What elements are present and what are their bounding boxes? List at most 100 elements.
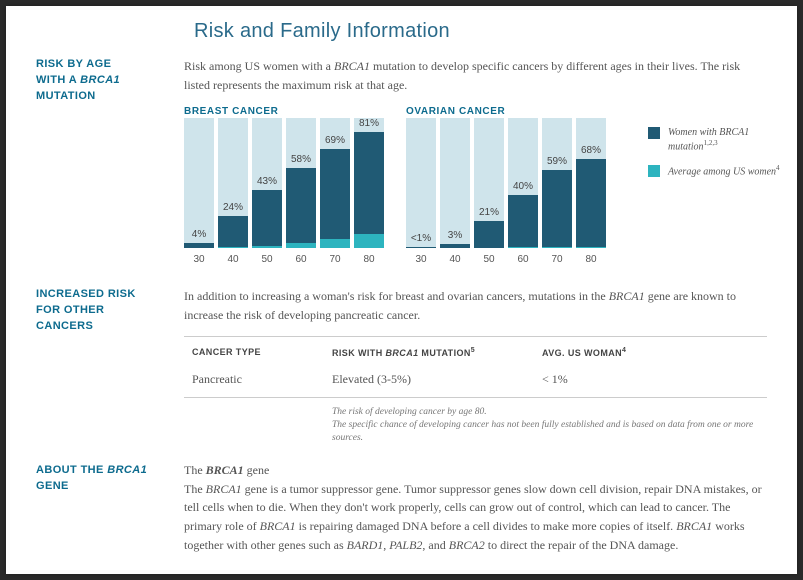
bar-pct-label: 21% (474, 207, 504, 218)
side-label-other: INCREASED RISK FOR OTHER CANCERS (36, 287, 184, 335)
bar-outer: 68% (576, 118, 606, 248)
bar-outer: <1% (406, 118, 436, 248)
bar-outer: 81% (354, 118, 384, 248)
side-label-risk: RISK BY AGE WITH A BRCA1 MUTATION (36, 57, 184, 105)
bar-pct-label: <1% (406, 233, 436, 244)
table-header: CANCER TYPE RISK WITH BRCA1 MUTATION5 AV… (184, 337, 767, 366)
bar-fill (252, 190, 282, 246)
bar-bg (440, 118, 470, 248)
bar-col: 68%80 (576, 118, 606, 265)
swatch-avg (648, 165, 660, 177)
bar-x-label: 60 (295, 254, 306, 265)
table-footnotes: The risk of developing cancer by age 80.… (184, 406, 767, 444)
bar-avg (252, 246, 282, 249)
bar-fill (286, 168, 316, 243)
bar-pct-label: 59% (542, 156, 572, 167)
content-about: The BRCA1 gene The BRCA1 gene is a tumor… (184, 463, 767, 554)
content-risk: Risk among US women with a BRCA1 mutatio… (184, 57, 767, 265)
bar-x-label: 70 (551, 254, 562, 265)
bar-x-label: 30 (193, 254, 204, 265)
bar-avg (320, 239, 350, 248)
bar-pct-label: 24% (218, 202, 248, 213)
bar-col: 40%60 (508, 118, 538, 265)
other-intro: In addition to increasing a woman's risk… (184, 287, 767, 324)
bar-avg (218, 247, 248, 248)
bar-outer: 21% (474, 118, 504, 248)
side-l1: RISK BY AGE (36, 58, 111, 70)
th-cancer-type: CANCER TYPE (192, 347, 332, 358)
about-para: The BRCA1 gene is a tumor suppressor gen… (184, 480, 767, 554)
bar-col: 59% 70 (542, 118, 572, 265)
bar-outer: 3% (440, 118, 470, 248)
chart-title-breast: BREAST CANCER (184, 106, 388, 117)
bar-x-label: 50 (483, 254, 494, 265)
bar-col: 69%70 (320, 118, 350, 265)
chart-title-ovarian: OVARIAN CANCER (406, 106, 610, 117)
bar-fill (576, 159, 606, 247)
bar-x-label: 50 (261, 254, 272, 265)
risk-table: CANCER TYPE RISK WITH BRCA1 MUTATION5 AV… (184, 336, 767, 398)
bar-fill (320, 149, 350, 239)
footnote-1: The risk of developing cancer by age 80. (332, 406, 767, 419)
bar-avg (576, 247, 606, 248)
bar-fill (184, 243, 214, 248)
side-label-about: ABOUT THE BRCA1 GENE (36, 463, 184, 495)
section-other-cancers: INCREASED RISK FOR OTHER CANCERS In addi… (36, 287, 767, 445)
bar-pct-label: 4% (184, 229, 214, 240)
bar-outer: 59% (542, 118, 572, 248)
bar-col: 58% 60 (286, 118, 316, 265)
charts-wrap: BREAST CANCER 4%3024%4043%5058%6069%7081… (184, 106, 767, 265)
bar-x-label: 80 (363, 254, 374, 265)
bars-ovarian: <1%303%4021%5040%6059%7068%80 (406, 125, 610, 265)
bar-x-label: 40 (449, 254, 460, 265)
bar-pct-label: 81% (354, 118, 384, 129)
bar-col: 81% 80 (354, 118, 384, 265)
bar-fill (440, 244, 470, 248)
bar-col: 3% 40 (440, 118, 470, 265)
side-l3: MUTATION (36, 90, 96, 102)
bar-fill (354, 132, 384, 234)
section-about-gene: ABOUT THE BRCA1 GENE The BRCA1 gene The … (36, 463, 767, 554)
bar-fill (218, 216, 248, 247)
legend-avg: Average among US women4 (648, 164, 788, 178)
intro-text: Risk among US women with a BRCA1 mutatio… (184, 57, 767, 94)
th-risk: RISK WITH BRCA1 MUTATION5 (332, 347, 542, 358)
bar-fill (542, 170, 572, 247)
cell-type: Pancreatic (192, 372, 332, 387)
cell-risk: Elevated (3-5%) (332, 372, 542, 387)
bar-col: <1% 30 (406, 118, 436, 265)
section-risk-by-age: RISK BY AGE WITH A BRCA1 MUTATION Risk a… (36, 57, 767, 265)
bar-col: 4% 30 (184, 118, 214, 265)
legend-mutation: Women with BRCA1 mutation1,2,3 (648, 126, 788, 153)
bar-pct-label: 43% (252, 176, 282, 187)
chart-legend: Women with BRCA1 mutation1,2,3 Average a… (648, 126, 788, 188)
side-l2b: BRCA1 (80, 74, 120, 86)
bar-x-label: 30 (415, 254, 426, 265)
bar-outer: 4% (184, 118, 214, 248)
content-other: In addition to increasing a woman's risk… (184, 287, 767, 445)
bar-avg (286, 243, 316, 248)
bar-col: 21% 50 (474, 118, 504, 265)
footnote-2: The specific chance of developing cancer… (332, 419, 767, 445)
th-avg: AVG. US WOMAN4 (542, 347, 767, 358)
bar-fill (406, 247, 436, 248)
bar-avg (354, 234, 384, 248)
cell-avg: < 1% (542, 372, 767, 387)
chart-ovarian: OVARIAN CANCER <1% 30 3% 40 21% 50 40%60 59% 70 6… (406, 106, 610, 265)
bar-x-label: 70 (329, 254, 340, 265)
bar-pct-label: 40% (508, 181, 538, 192)
swatch-mutation (648, 127, 660, 139)
bar-outer: 58% (286, 118, 316, 248)
bar-pct-label: 68% (576, 145, 606, 156)
bar-col: 24%40 (218, 118, 248, 265)
chart-breast: BREAST CANCER 4%3024%4043%5058%6069%7081… (184, 106, 388, 265)
side-l2a: WITH A (36, 74, 80, 86)
bar-outer: 40% (508, 118, 538, 248)
bar-avg (508, 247, 538, 248)
page: Risk and Family Information RISK BY AGE … (6, 6, 797, 574)
bar-col: 43% 50 (252, 118, 282, 265)
bar-avg (542, 247, 572, 248)
bar-bg (406, 118, 436, 248)
bars-breast: 4%3024%4043%5058%6069%7081%80 (184, 125, 388, 265)
bar-fill (508, 195, 538, 247)
